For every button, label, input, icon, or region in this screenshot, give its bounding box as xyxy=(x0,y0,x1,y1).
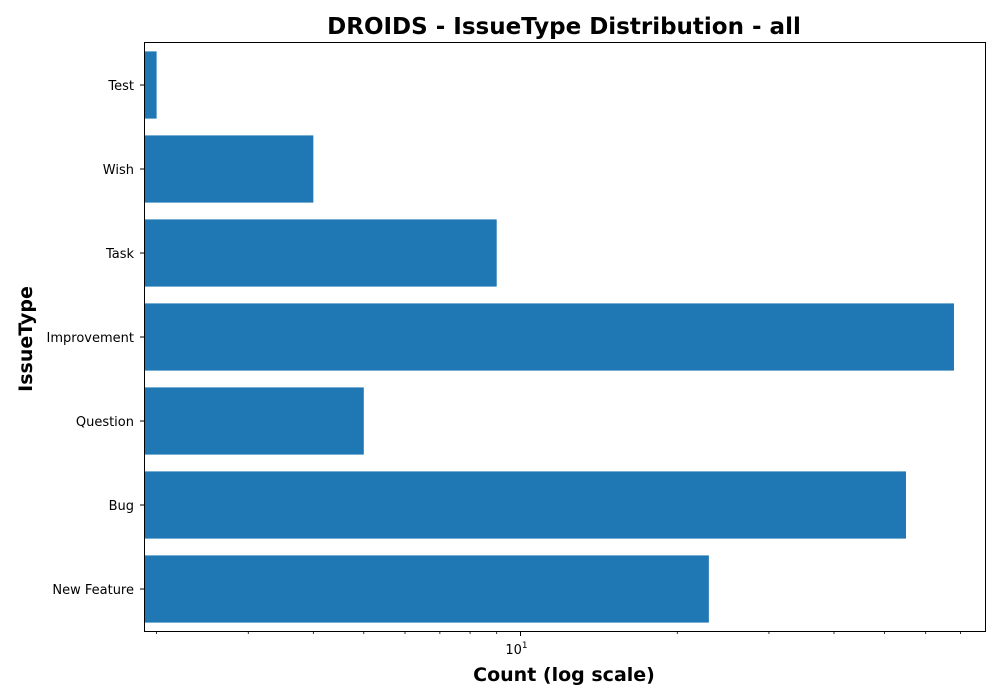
plot-frame xyxy=(144,42,986,632)
bar-wish xyxy=(145,135,314,203)
bar-improvement xyxy=(145,303,954,371)
x-ticks-layer: 101 xyxy=(156,631,961,658)
y-tick-label-wish: Wish xyxy=(103,163,134,178)
y-ticks-layer: New Feature Bug Question Improvement Task Wis… xyxy=(47,79,145,598)
bar-new-feature xyxy=(145,555,709,623)
y-tick-label-new-feature: New Feature xyxy=(52,583,134,598)
bars-layer xyxy=(145,51,954,623)
y-tick-label-improvement: Improvement xyxy=(47,331,134,346)
x-tick-label-10: 101 xyxy=(505,641,527,658)
y-axis-label: IssueType xyxy=(15,286,37,392)
y-tick-label-bug: Bug xyxy=(109,499,134,514)
bar-test xyxy=(145,51,157,119)
chart-title: DROIDS - IssueType Distribution - all xyxy=(327,14,801,40)
bar-bug xyxy=(145,471,906,539)
bar-question xyxy=(145,387,364,455)
y-tick-label-test: Test xyxy=(107,79,134,94)
bar-task xyxy=(145,219,497,287)
y-tick-label-question: Question xyxy=(76,415,134,430)
x-axis-label: Count (log scale) xyxy=(473,664,655,686)
y-tick-label-task: Task xyxy=(105,247,135,262)
